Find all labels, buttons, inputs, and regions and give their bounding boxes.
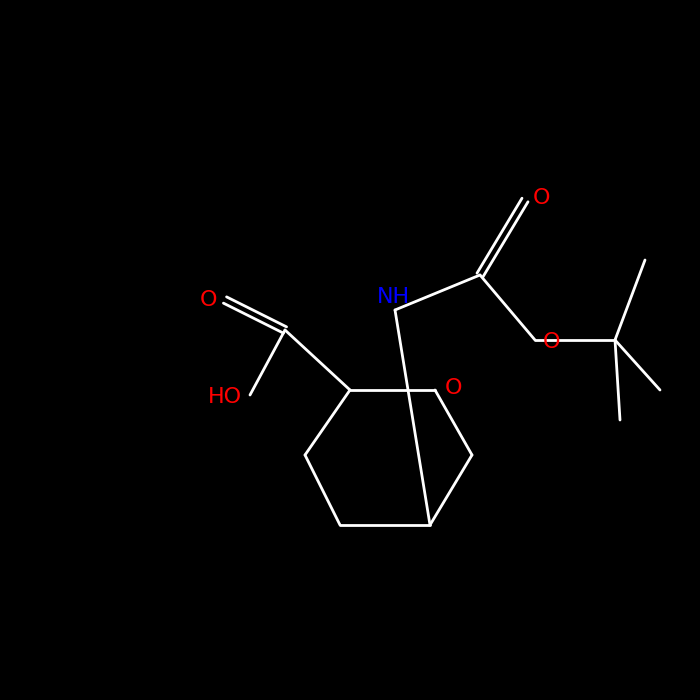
Text: HO: HO xyxy=(208,387,242,407)
Text: O: O xyxy=(533,188,550,208)
Text: NH: NH xyxy=(377,287,410,307)
Text: O: O xyxy=(199,290,217,310)
Text: O: O xyxy=(543,332,561,352)
Text: O: O xyxy=(445,378,463,398)
